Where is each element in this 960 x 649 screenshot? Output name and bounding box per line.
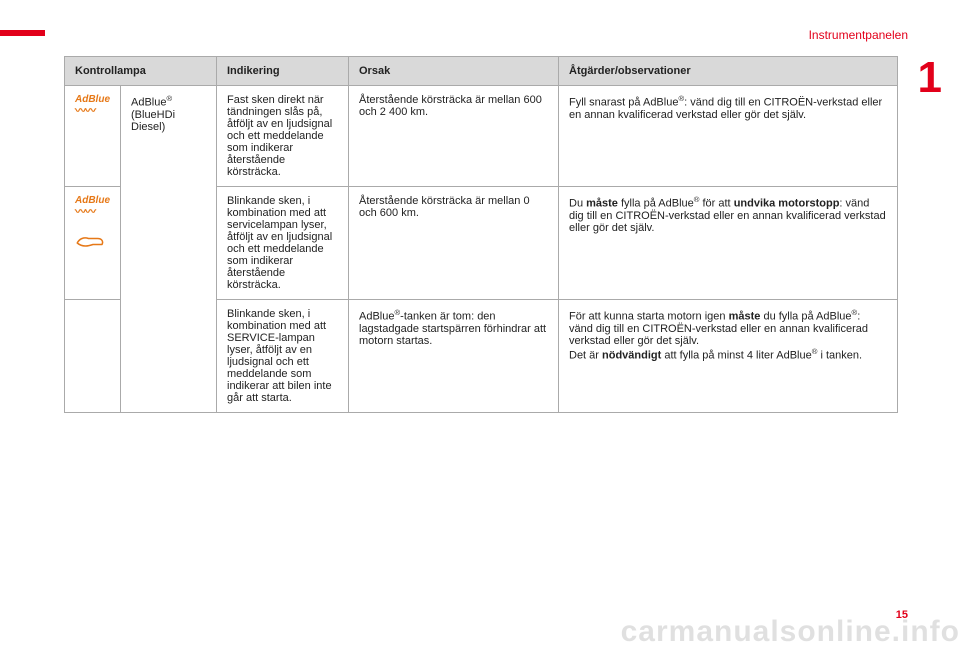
cause-cell: Återstående körsträcka är mellan 0 och 6… — [349, 187, 559, 300]
adblue-icon-label: AdBlue — [75, 195, 110, 206]
accent-tab — [0, 30, 45, 36]
action-cell: Fyll snarast på AdBlue®: vänd dig till e… — [559, 86, 898, 187]
adblue-icon-wave: 〰〰 — [75, 206, 110, 218]
service-wrench-icon — [75, 232, 105, 251]
watermark: carmanualsonline.info — [621, 615, 960, 649]
indication-cell: Blinkande sken, i kombination med att SE… — [217, 300, 349, 413]
chapter-number: 1 — [918, 56, 942, 100]
page: Instrumentpanelen 1 Kontrollampa Indiker… — [0, 0, 960, 649]
col-indication: Indikering — [217, 57, 349, 86]
indication-cell: Blinkande sken, i kombination med att se… — [217, 187, 349, 300]
section-title: Instrumentpanelen — [809, 28, 908, 42]
lamp-icon-cell: AdBlue 〰〰 — [65, 86, 121, 187]
action-cell: För att kunna starta motorn igen måste d… — [559, 300, 898, 413]
indication-cell: Fast sken direkt när tändningen slås på,… — [217, 86, 349, 187]
lamp-name: AdBlue® (BlueHDi Diesel) — [121, 86, 217, 413]
cause-cell: Återstående körsträcka är mellan 600 och… — [349, 86, 559, 187]
adblue-icon-wave: 〰〰 — [75, 105, 110, 117]
lamp-icon-cell: AdBlue 〰〰 — [65, 187, 121, 300]
adblue-icon: AdBlue 〰〰 — [75, 94, 110, 117]
col-action: Åtgärder/observationer — [559, 57, 898, 86]
cause-cell: AdBlue®-tanken är tom: den lagstadgade s… — [349, 300, 559, 413]
col-lamp: Kontrollampa — [65, 57, 217, 86]
warning-lamp-table: Kontrollampa Indikering Orsak Åtgärder/o… — [64, 56, 898, 413]
lamp-icon-cell — [65, 300, 121, 413]
action-cell: Du måste fylla på AdBlue® för att undvik… — [559, 187, 898, 300]
col-cause: Orsak — [349, 57, 559, 86]
adblue-icon: AdBlue 〰〰 — [75, 195, 110, 218]
table-row: AdBlue 〰〰 AdBlue® (BlueHDi Diesel) Fast … — [65, 86, 898, 187]
adblue-icon-label: AdBlue — [75, 94, 110, 105]
table-header-row: Kontrollampa Indikering Orsak Åtgärder/o… — [65, 57, 898, 86]
